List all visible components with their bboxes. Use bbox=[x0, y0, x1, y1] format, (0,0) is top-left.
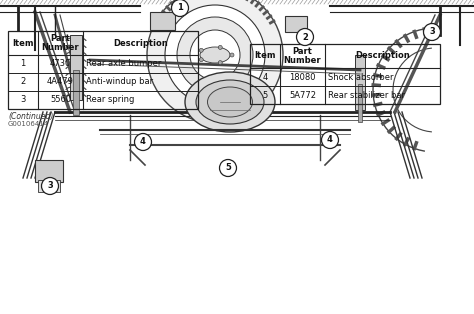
Circle shape bbox=[219, 160, 237, 176]
Circle shape bbox=[230, 53, 234, 57]
Circle shape bbox=[135, 133, 152, 150]
Bar bbox=[150, 12, 175, 30]
Text: 5560: 5560 bbox=[50, 95, 71, 105]
Text: (Continued): (Continued) bbox=[8, 111, 54, 121]
Text: 5: 5 bbox=[263, 90, 268, 100]
Circle shape bbox=[199, 58, 203, 62]
Text: 2: 2 bbox=[20, 78, 26, 86]
Bar bbox=[8, 31, 198, 109]
Text: 2: 2 bbox=[302, 33, 308, 41]
Ellipse shape bbox=[196, 80, 264, 124]
Text: 5A772: 5A772 bbox=[289, 90, 316, 100]
Text: Rear stabilizer bar: Rear stabilizer bar bbox=[328, 90, 405, 100]
Bar bbox=[250, 44, 440, 104]
Bar bbox=[358, 84, 362, 122]
Circle shape bbox=[218, 61, 222, 65]
Text: 3: 3 bbox=[47, 181, 53, 191]
Circle shape bbox=[177, 17, 253, 93]
Text: 4A479: 4A479 bbox=[47, 78, 74, 86]
Bar bbox=[285, 16, 307, 32]
Circle shape bbox=[297, 29, 313, 46]
Text: Item: Item bbox=[254, 51, 276, 61]
Bar bbox=[70, 35, 82, 100]
Text: Anti-windup bar: Anti-windup bar bbox=[86, 78, 153, 86]
Text: 3: 3 bbox=[429, 28, 435, 36]
Ellipse shape bbox=[185, 72, 275, 132]
Circle shape bbox=[190, 30, 240, 80]
Text: Rear spring: Rear spring bbox=[86, 95, 134, 105]
Text: G00106414: G00106414 bbox=[8, 121, 49, 127]
Ellipse shape bbox=[208, 87, 253, 117]
Text: Description: Description bbox=[113, 39, 168, 47]
Circle shape bbox=[218, 46, 222, 49]
Text: Rear axle bumper: Rear axle bumper bbox=[86, 59, 161, 68]
Text: 4: 4 bbox=[140, 138, 146, 147]
Text: 18080: 18080 bbox=[289, 73, 316, 82]
Circle shape bbox=[165, 5, 265, 105]
Circle shape bbox=[42, 177, 58, 194]
Circle shape bbox=[172, 0, 189, 17]
Text: 5: 5 bbox=[225, 164, 231, 172]
Text: Part
Number: Part Number bbox=[42, 34, 79, 52]
Ellipse shape bbox=[200, 47, 230, 63]
Text: Item: Item bbox=[12, 39, 34, 47]
Bar bbox=[73, 70, 79, 115]
Bar bbox=[38, 180, 60, 192]
Text: 4: 4 bbox=[327, 136, 333, 144]
Text: Part
Number: Part Number bbox=[283, 47, 321, 65]
Text: Shock absorber: Shock absorber bbox=[328, 73, 393, 82]
Text: 4730: 4730 bbox=[50, 59, 71, 68]
Text: 1: 1 bbox=[20, 59, 26, 68]
Text: 3: 3 bbox=[20, 95, 26, 105]
Text: 1: 1 bbox=[177, 3, 183, 13]
Circle shape bbox=[321, 132, 338, 149]
Circle shape bbox=[423, 24, 440, 41]
Bar bbox=[0, 0, 474, 200]
Bar bbox=[355, 55, 365, 110]
Text: 4: 4 bbox=[263, 73, 268, 82]
Bar bbox=[35, 160, 63, 182]
Circle shape bbox=[199, 48, 203, 52]
Text: Description: Description bbox=[355, 51, 410, 61]
Circle shape bbox=[147, 0, 283, 123]
